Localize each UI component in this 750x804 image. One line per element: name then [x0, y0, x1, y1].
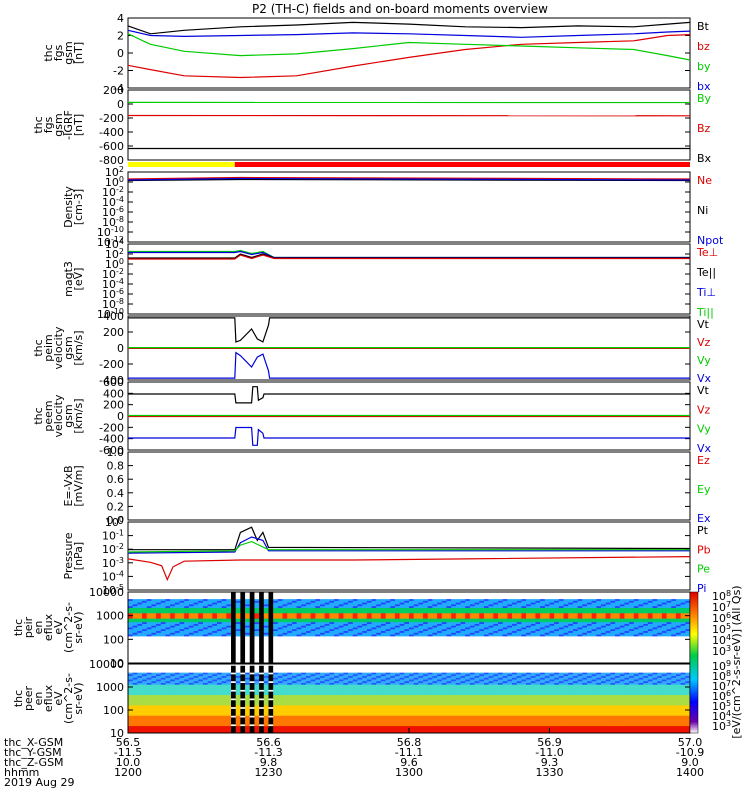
panel-4: 10410210010-210-410-610-810-10magt3[eV]T…: [62, 237, 718, 321]
panel-frame: [128, 90, 690, 160]
panel-6: 6004002000-200-400-600thcpeemvelocitygsm…: [32, 376, 712, 457]
panel-frame: [128, 244, 690, 314]
y-tick-label: -2: [113, 65, 124, 78]
panel-frame: [128, 522, 690, 590]
y-tick-label: -400: [99, 126, 124, 139]
series-line-by: [128, 34, 690, 60]
legend-Pt: Pt: [697, 524, 709, 537]
legend-Bt: Bt: [697, 20, 710, 33]
y-tick-label: 0: [117, 47, 124, 60]
legend-Te: Te⊥: [696, 246, 718, 259]
series-line-Pb: [128, 557, 690, 580]
legend-Ne: Ne: [697, 174, 712, 187]
legend-Pi: Pi: [697, 582, 706, 595]
series-line-Te: [128, 254, 690, 258]
series-line-Ti: [128, 252, 690, 258]
legend-Ni: Ni: [697, 204, 708, 217]
series-line-bz: [128, 35, 690, 78]
legend-Ez: Ez: [697, 454, 710, 467]
series-line-Vx: [128, 353, 690, 379]
y-tick-label: 200: [103, 326, 124, 339]
panels: 420-2-4thcfgsgsm[nT]Btbzbybx2000-200-400…: [12, 12, 724, 740]
legend-Vt: Vt: [697, 384, 710, 397]
legend-Vy: Vy: [697, 423, 711, 436]
series-line-Bt: [128, 22, 690, 33]
series-line-bx: [128, 30, 690, 37]
panel-2: 2000-200-400-600-800thcfgsgsm-IGRF[nT]By…: [32, 84, 712, 167]
y-tick-label: 0.6: [107, 473, 125, 486]
legend-Vz: Vz: [697, 403, 711, 416]
legend-Bx: Bx: [697, 152, 712, 165]
y-tick-label: 200: [103, 84, 124, 97]
legend-by: by: [697, 60, 711, 73]
panel-5: 4002000-200-400thcpeimvelocitygsm[km/s]V…: [32, 310, 712, 387]
y-tick-label: 10-4: [102, 569, 124, 583]
legend-Vy: Vy: [697, 354, 711, 367]
legend-Pb: Pb: [697, 543, 711, 556]
y-tick-label: 10-2: [102, 542, 124, 556]
legend-Bz: Bz: [697, 122, 711, 135]
y-tick-label: 0.8: [107, 460, 125, 473]
y-axis-label: [km/s]: [72, 330, 85, 365]
y-axis-label: [mV/m]: [72, 465, 85, 506]
y-tick-label: 0.2: [107, 500, 125, 513]
series-line-Pt: [128, 527, 690, 550]
panel-3: 10210010-210-410-610-810-1010-12Density[…: [62, 165, 724, 249]
panel-frame: [128, 452, 690, 520]
y-tick-label: 0.4: [107, 487, 125, 500]
y-axis-label: [eV]: [72, 268, 85, 291]
y-axis-label: [nPa]: [72, 542, 85, 570]
y-tick-label: 400: [103, 310, 124, 323]
series-line-Vx: [128, 428, 690, 446]
series-line-Vt: [128, 387, 690, 403]
legend-Ey: Ey: [697, 483, 711, 496]
panel-frame: [128, 172, 690, 242]
y-tick-label: 2: [117, 30, 124, 43]
y-tick-label: 1.0: [107, 446, 125, 459]
panel-8: 10010-110-210-310-410-5Pressure[nPa]PtPb…: [62, 515, 711, 597]
y-tick-label: -200: [99, 112, 124, 125]
legend-Ti: Ti⊥: [696, 286, 716, 299]
y-tick-label: -600: [99, 140, 124, 153]
legend-bz: bz: [697, 40, 710, 53]
legend-Te: Te||: [696, 266, 716, 279]
figure-title: P2 (TH-C) fields and on-board moments ov…: [252, 2, 548, 16]
legend-Vt: Vt: [697, 318, 710, 331]
y-tick-label: 0: [117, 342, 124, 355]
y-tick-label: 10-1: [102, 529, 124, 543]
series-line-Ti: [128, 251, 690, 258]
status-bar-yellow: [128, 162, 235, 167]
legend-Vz: Vz: [697, 336, 711, 349]
y-tick-label: 0: [117, 98, 124, 111]
legend-Pe: Pe: [697, 563, 710, 576]
y-tick-label: 10-3: [102, 556, 124, 570]
y-axis-label: [nT]: [72, 114, 85, 136]
series-line-Vt: [128, 318, 690, 342]
y-axis-label: [km/s]: [72, 398, 85, 433]
y-axis-label: [cm-3]: [72, 189, 85, 225]
legend-By: By: [697, 92, 712, 105]
y-tick-label: 4: [117, 12, 124, 25]
y-tick-label: -200: [99, 358, 124, 371]
status-bar-red: [235, 162, 690, 167]
y-axis-label: [nT]: [72, 42, 85, 64]
